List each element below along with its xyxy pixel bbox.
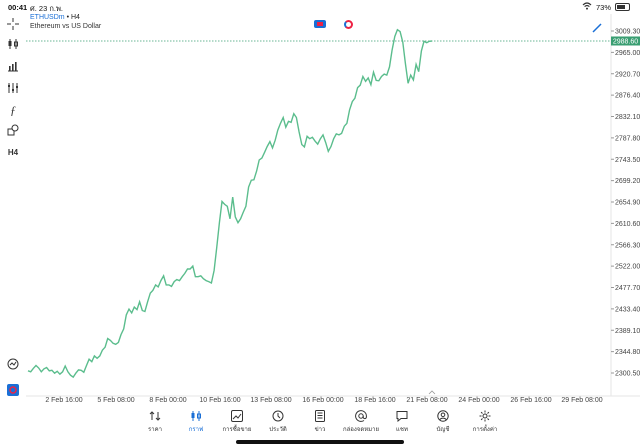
broker-flag-icon[interactable] [314,20,326,28]
indicators-icon[interactable] [5,80,21,96]
crosshair-icon[interactable] [5,16,21,32]
x-tick-label: 8 Feb 00:00 [149,397,186,404]
x-tick-label: 24 Feb 00:00 [458,397,499,404]
bar-chart-icon[interactable] [5,58,21,74]
x-tick-label: 18 Feb 16:00 [354,397,395,404]
objects-icon[interactable] [5,122,21,138]
function-icon[interactable]: ƒ [10,102,16,117]
battery-icon [615,3,630,11]
candlestick-icon[interactable] [5,36,21,52]
price-series-line [27,28,433,379]
x-tick-label: 13 Feb 08:00 [250,397,291,404]
battery-percent: 73% [595,2,611,12]
symbol-description: Ethereum vs US Dollar [30,23,102,30]
nav-trade[interactable]: การซื้อขาย [215,408,259,434]
nav-label: การซื้อขาย [222,427,252,433]
nav-label: แชท [396,427,408,433]
y-tick-label: 3009.30 [615,29,640,36]
nav-label: กล่องจดหมาย [342,427,380,433]
status-bar: 00:41 ศ. 23 ก.พ. 73% [0,0,640,14]
bottom-nav: ราคา กราฟ การซื้อขาย ประวัติ ข่าว กล่องจดหมาย… [0,404,640,447]
y-tick-label: 2344.80 [615,349,640,356]
header-separator: • [66,14,70,21]
nav-label: ข่าว [314,427,326,433]
nav-settings[interactable]: การตั้งค่า [463,408,507,434]
y-tick-label: 2743.50 [615,157,640,164]
nav-label: บัญชี [436,427,450,433]
y-tick-label: 2876.40 [615,93,640,100]
chart-header: ETHUSDm • H4 Ethereum vs US Dollar [30,14,101,30]
clock: 00:41 [8,3,28,12]
account-icon [421,408,465,424]
x-tick-label: 16 Feb 00:00 [302,397,343,404]
app-logo-icon[interactable] [5,382,21,398]
y-tick-label: 2566.30 [615,242,640,249]
nav-news[interactable]: ข่าว [298,408,342,434]
one-click-trading-icon[interactable] [344,20,353,29]
nav-account[interactable]: บัญชี [421,408,465,434]
current-price-label: 2988.60 [613,38,638,45]
y-tick-label: 2610.60 [615,221,640,228]
x-tick-label: 26 Feb 16:00 [510,397,551,404]
y-tick-label: 2699.20 [615,178,640,185]
timeframe-label[interactable]: H4 [70,14,80,21]
scroll-marker-icon[interactable] [428,390,436,395]
symbol-name[interactable]: ETHUSDm [30,14,65,21]
y-tick-label: 2965.00 [615,50,640,57]
x-tick-label: 29 Feb 08:00 [561,397,602,404]
y-tick-label: 2433.40 [615,306,640,313]
trade-signal-icon[interactable] [5,356,21,372]
drawing-pencil-icon[interactable] [591,22,603,34]
quotes-icon [133,408,177,424]
y-tick-label: 2300.50 [615,371,640,378]
nav-chart[interactable]: กราฟ [174,408,218,434]
nav-mailbox[interactable]: กล่องจดหมาย [339,408,383,434]
y-tick-label: 2787.80 [615,135,640,142]
mailbox-icon [339,408,383,424]
history-icon [256,408,300,424]
x-tick-label: 21 Feb 08:00 [406,397,447,404]
y-tick-label: 2522.00 [615,264,640,271]
x-tick-label: 10 Feb 16:00 [199,397,240,404]
chat-icon [380,408,424,424]
current-price-tag: 2988.60 [611,36,640,46]
x-tick-label: 2 Feb 16:00 [45,397,82,404]
left-toolbar: ƒ H4 [0,14,26,402]
y-tick-label: 2477.70 [615,285,640,292]
price-chart[interactable]: 3009.30 2965.00 2920.70 2876.40 2832.10 2787.… [0,0,640,404]
nav-chat[interactable]: แชท [380,408,424,434]
nav-label: ประวัติ [269,427,287,433]
nav-label: กราฟ [188,427,204,433]
nav-label: การตั้งค่า [472,427,498,433]
chart-icon [174,408,218,424]
y-tick-label: 2920.70 [615,71,640,78]
nav-history[interactable]: ประวัติ [256,408,300,434]
timeframe-button[interactable]: H4 [7,147,19,157]
nav-quotes[interactable]: ราคา [133,408,177,434]
date: ศ. 23 ก.พ. [30,4,64,13]
top-badges [314,20,353,29]
y-tick-label: 2832.10 [615,114,640,121]
trade-icon [215,408,259,424]
nav-label: ราคา [148,427,162,433]
x-tick-label: 5 Feb 08:00 [97,397,134,404]
status-right: 73% [582,2,630,12]
news-icon [298,408,342,424]
wifi-icon [582,2,592,12]
y-tick-label: 2654.90 [615,200,640,207]
y-tick-label: 2389.10 [615,328,640,335]
home-indicator[interactable] [236,440,404,444]
settings-icon [463,408,507,424]
